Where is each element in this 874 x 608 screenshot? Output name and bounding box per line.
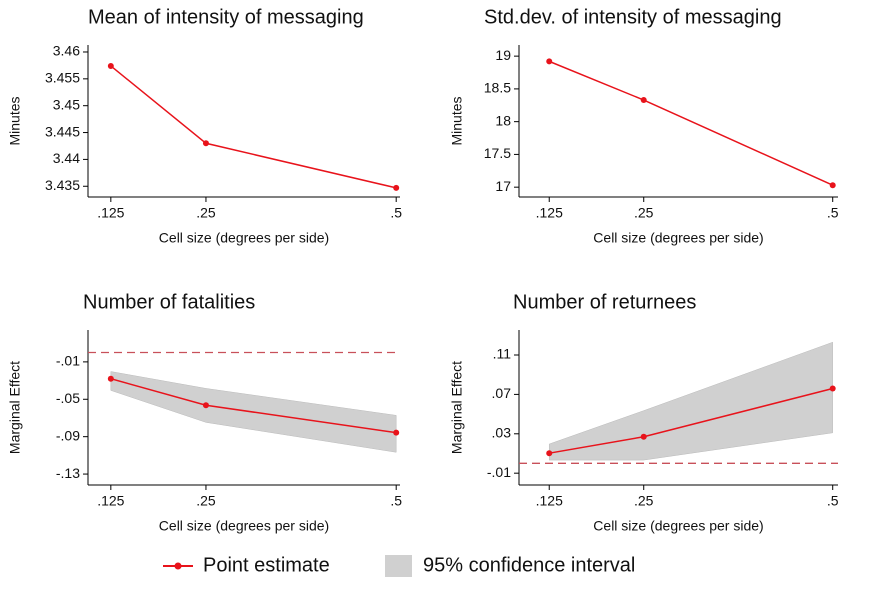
legend-label: Point estimate — [203, 554, 330, 576]
point — [107, 375, 114, 382]
chart-title: Mean of intensity of messaging — [88, 6, 364, 28]
y-tick-label: 3.44 — [53, 150, 80, 166]
y-tick-label: 3.46 — [53, 43, 80, 59]
y-axis-label: Minutes — [7, 96, 23, 145]
x-tick-label: .125 — [97, 205, 124, 221]
y-tick-label: 17.5 — [484, 145, 511, 161]
y-tick-label: 17 — [495, 178, 511, 194]
y-tick-label: 19 — [495, 47, 511, 63]
estimate-line — [548, 60, 834, 186]
x-tick-label: .125 — [536, 493, 563, 509]
point — [393, 429, 400, 436]
point — [107, 62, 114, 69]
y-tick-label: .07 — [492, 385, 512, 401]
estimate-line — [110, 65, 397, 189]
x-tick-label: .25 — [196, 493, 216, 509]
y-tick-label: 3.435 — [45, 177, 80, 193]
point — [546, 450, 553, 457]
y-tick-label: -.09 — [56, 427, 80, 443]
legend-dot-swatch — [174, 562, 182, 570]
y-tick-label: .03 — [492, 424, 512, 440]
point — [202, 140, 209, 147]
point — [640, 97, 647, 104]
x-tick-label: .5 — [390, 205, 402, 221]
x-tick-label: .25 — [634, 493, 654, 509]
point — [393, 184, 400, 191]
x-tick-label: .25 — [634, 205, 654, 221]
point — [640, 433, 647, 440]
point — [546, 58, 553, 65]
point — [829, 182, 836, 189]
y-tick-label: 18 — [495, 112, 511, 128]
confidence-band — [548, 341, 833, 461]
chart-title: Number of fatalities — [83, 291, 255, 313]
y-tick-label: 3.45 — [53, 96, 80, 112]
y-axis-label: Marginal Effect — [7, 361, 23, 454]
x-axis-label: Cell size (degrees per side) — [159, 518, 329, 534]
x-tick-label: .5 — [827, 205, 839, 221]
x-tick-label: .5 — [827, 493, 839, 509]
x-tick-label: .25 — [196, 205, 216, 221]
y-tick-label: -.01 — [487, 464, 511, 480]
legend-label: 95% confidence interval — [423, 554, 635, 576]
legend-band-swatch — [385, 555, 412, 577]
x-axis-label: Cell size (degrees per side) — [593, 230, 763, 246]
chart-title: Number of returnees — [513, 291, 696, 313]
chart-title: Std.dev. of intensity of messaging — [484, 6, 782, 28]
x-tick-label: .5 — [390, 493, 402, 509]
y-tick-label: -.05 — [56, 390, 80, 406]
y-tick-label: -.13 — [56, 465, 80, 481]
y-axis-label: Minutes — [449, 96, 465, 145]
y-tick-label: .11 — [493, 346, 512, 362]
y-tick-label: 18.5 — [484, 80, 511, 96]
x-axis-label: Cell size (degrees per side) — [593, 518, 763, 534]
y-tick-label: 3.455 — [45, 70, 80, 86]
x-tick-label: .125 — [536, 205, 563, 221]
x-tick-label: .125 — [97, 493, 124, 509]
point — [829, 385, 836, 392]
x-axis-label: Cell size (degrees per side) — [159, 230, 329, 246]
y-tick-label: 3.445 — [45, 123, 80, 139]
y-axis-label: Marginal Effect — [449, 361, 465, 454]
y-tick-label: -.01 — [56, 353, 80, 369]
point — [202, 402, 209, 409]
